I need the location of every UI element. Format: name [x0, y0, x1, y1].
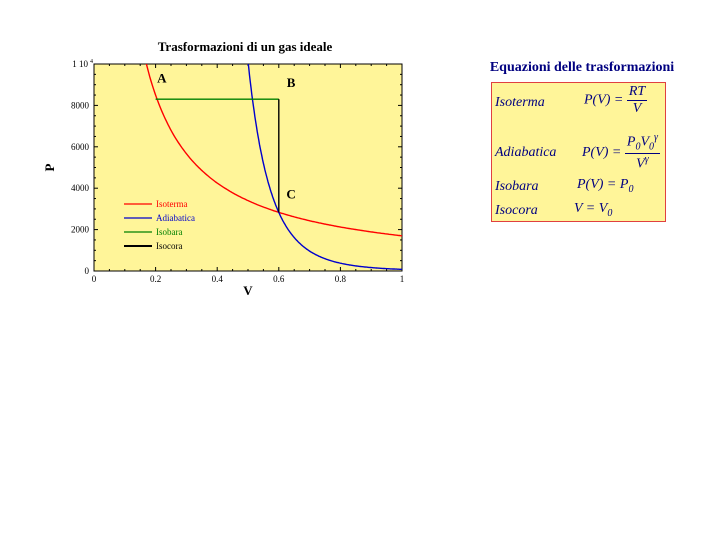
adiabatica-name: Adiabatica	[495, 145, 557, 160]
adiabatica-num-sup: γ	[654, 132, 658, 143]
adiabatica-num-base: P	[626, 134, 636, 150]
isobara-name: Isobara	[495, 179, 539, 194]
isoterma-formula: P(V) = RT V	[584, 84, 648, 116]
isoterma-lhs: P(V) =	[584, 92, 624, 108]
y-tick-label: 0	[85, 266, 90, 276]
x-tick-label: 0.6	[273, 274, 285, 284]
series-line-adiabatica	[247, 64, 402, 271]
y-tick-label: 4000	[71, 183, 90, 193]
isobara-sub: 0	[628, 183, 634, 195]
isocora-lhs: V = V	[574, 201, 608, 216]
x-axis-label: V	[243, 283, 253, 298]
point-label-a: A	[157, 71, 167, 86]
legend-label-isoterma: Isoterma	[156, 199, 188, 209]
point-label-c: C	[286, 187, 295, 202]
x-tick-label: 0.4	[212, 274, 224, 284]
adiabatica-fraction: P0V0γ Vγ	[624, 132, 660, 172]
isocora-sub: 0	[607, 207, 613, 219]
adiabatica-num-sub: 0	[635, 141, 641, 153]
isobara-lhs: P(V) = P	[577, 177, 629, 192]
isoterma-fraction: RT V	[626, 84, 648, 116]
x-tick-label: 0	[92, 274, 97, 284]
y-tick-label: 8000	[71, 100, 90, 110]
equations-title: Equazioni delle trasformazioni	[489, 60, 675, 75]
isobara-formula: P(V) = P0	[577, 177, 633, 195]
isoterma-name: Isoterma	[495, 95, 545, 110]
y-axis-label: P	[42, 163, 57, 171]
plot-area	[93, 63, 403, 272]
adiabatica-formula: P(V) = P0V0γ Vγ	[582, 133, 660, 172]
isoterma-denominator: V	[632, 101, 642, 116]
legend-label-adiabatica: Adiabatica	[156, 213, 195, 223]
y-tick-label: 2000	[71, 225, 90, 235]
x-tick-label: 0.8	[335, 274, 347, 284]
isoterma-numerator: RT	[626, 84, 648, 101]
y-tick-label: 6000	[71, 142, 90, 152]
isocora-name: Isocora	[495, 203, 538, 218]
legend-label-isobara: Isobara	[156, 227, 183, 237]
adiabatica-den-sup: γ	[644, 154, 649, 166]
y-tick-exponent: 4	[90, 59, 93, 65]
series-line-isoterma	[145, 64, 402, 237]
adiabatica-numerator: P0V0γ	[624, 132, 660, 155]
adiabatica-lhs: P(V) =	[582, 144, 622, 160]
adiabatica-den-base: V	[636, 157, 645, 173]
equations-box: Isoterma P(V) = RT V Adiabatica P(V) = P…	[491, 82, 666, 222]
adiabatica-num-vsub: 0	[649, 141, 654, 153]
legend-label-isocora: Isocora	[156, 241, 183, 251]
adiabatica-denominator: Vγ	[625, 154, 660, 172]
chart-title: Trasformazioni di un gas ideale	[157, 39, 333, 54]
adiabatica-num-v: V	[640, 134, 649, 150]
isocora-formula: V = V0	[574, 201, 612, 219]
point-label-b: B	[287, 75, 296, 90]
x-tick-label: 1	[400, 274, 405, 284]
x-tick-label: 0.2	[150, 274, 161, 284]
y-tick-label: 1 10	[72, 59, 88, 69]
